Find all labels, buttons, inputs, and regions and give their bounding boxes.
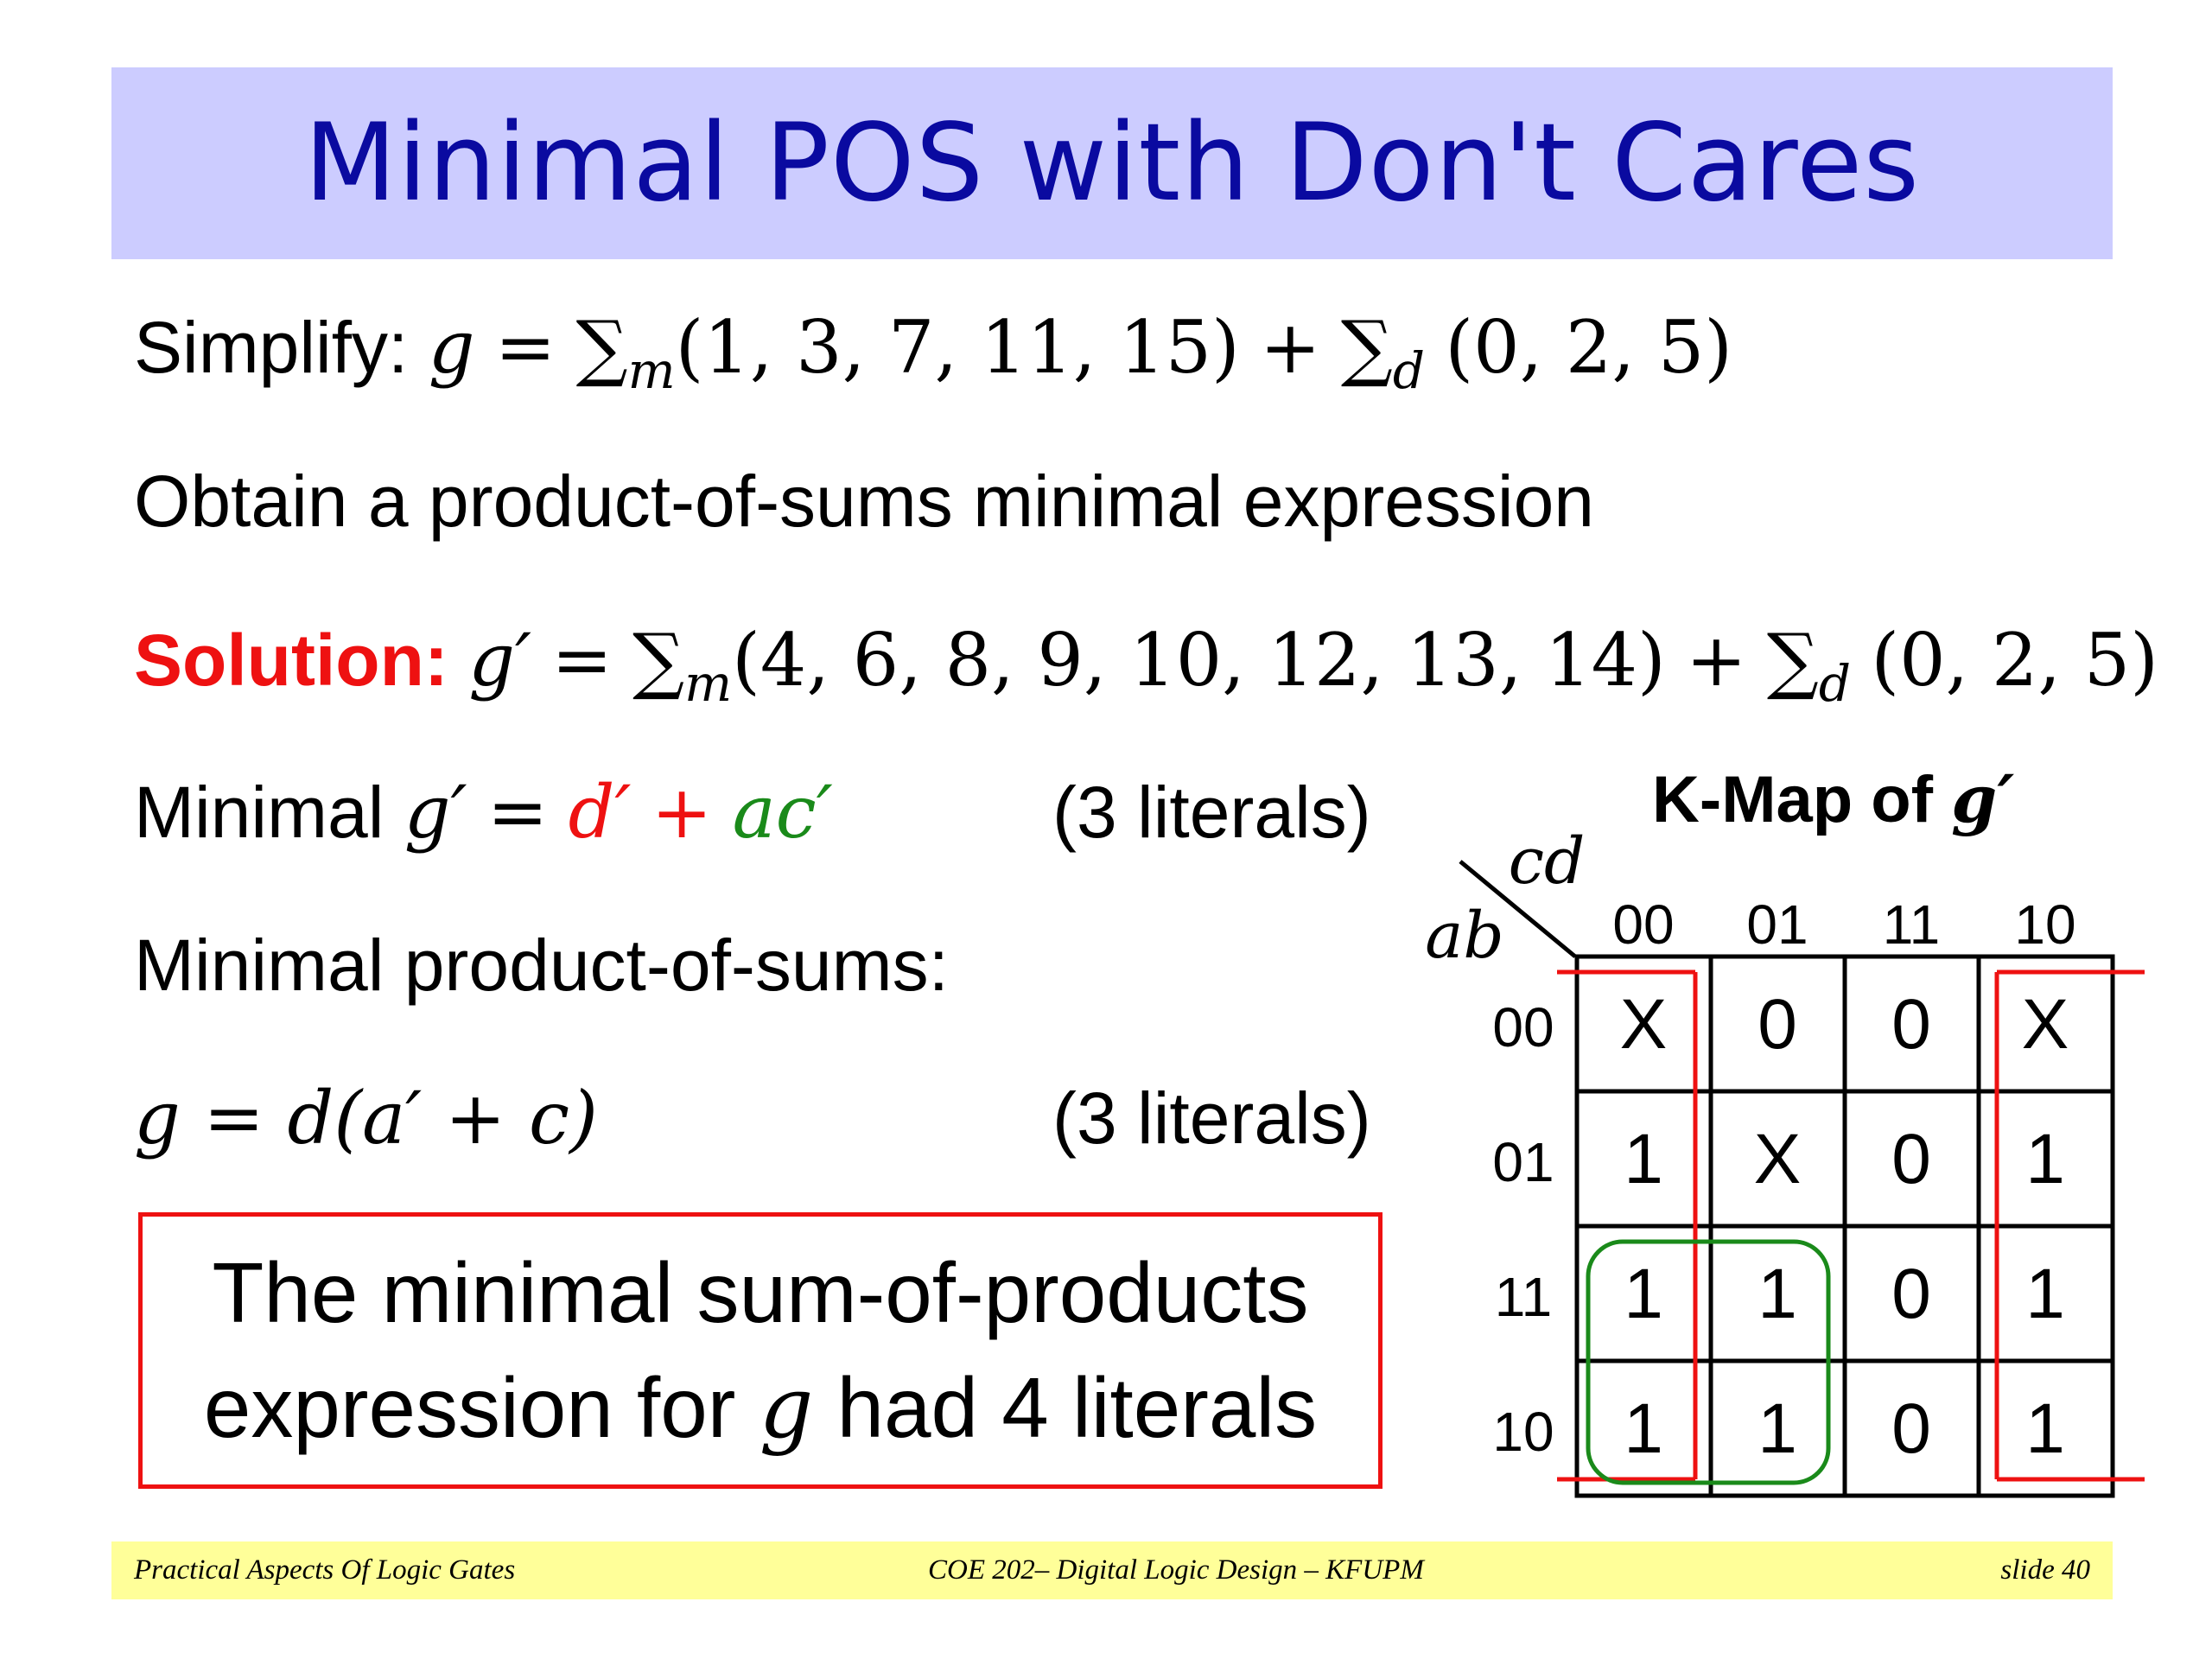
callout-line2-prefix: expression for	[203, 1359, 736, 1455]
kmap-cell: 0	[1891, 1255, 1931, 1333]
simplify-plus: +	[1260, 305, 1321, 390]
kmap-cell: 1	[2025, 1389, 2065, 1468]
simplify-sum-d: ∑	[1340, 305, 1393, 390]
kmap-diagonal	[1459, 860, 1577, 958]
minimal-label: Minimal	[134, 772, 385, 853]
simplify-sum-m: ∑	[575, 305, 628, 390]
simplify-sub-d: d	[1392, 340, 1426, 400]
footer-bar: Practical Aspects Of Logic Gates COE 202…	[111, 1541, 2113, 1599]
pos-heading: Minimal product-of-sums:	[134, 925, 949, 1006]
kmap-cell: 1	[1624, 1255, 1663, 1333]
kmap-title-var: g′	[1951, 760, 2015, 837]
kmap-title-prefix: K-Map of	[1652, 763, 1934, 836]
slide-title: Minimal POS with Don't Cares	[304, 101, 1920, 226]
callout-line2: expression for g had 4 literals	[204, 1363, 1317, 1453]
callout-line2-var: g	[759, 1358, 814, 1458]
solution-eq: =	[551, 618, 613, 702]
kmap-title: K-Map of g′	[1652, 760, 2014, 837]
instruction-text: Obtain a product-of-sums minimal express…	[134, 461, 1595, 542]
solution-minterms: (4, 6, 8, 9, 10, 12, 13, 14)	[732, 618, 1666, 702]
simplify-dontcares: (0, 2, 5)	[1445, 305, 1733, 390]
title-bar: Minimal POS with Don't Cares	[111, 67, 2113, 259]
callout-box: The minimal sum-of-products expression f…	[138, 1212, 1382, 1489]
kmap-cell: 1	[1758, 1255, 1797, 1333]
kmap-cell: 0	[1758, 985, 1797, 1064]
kmap-group-green	[1586, 1239, 1831, 1485]
solution-line: Solution: g′ = ∑m(4, 6, 8, 9, 10, 12, 13…	[134, 624, 2158, 709]
minimal-term2: ac′	[732, 770, 833, 855]
kmap-cell: X	[1754, 1120, 1802, 1198]
kmap-cell: 1	[1624, 1120, 1663, 1198]
solution-sub-d: d	[1818, 653, 1851, 713]
kmap-row-label: 11	[1495, 1266, 1552, 1328]
footer-left: Practical Aspects Of Logic Gates	[134, 1554, 516, 1586]
kmap-col-label: 01	[1746, 893, 1808, 956]
kmap-cells: X 0 0 X 1 X 0 1 1 1 0 1 1 1 0 1	[1620, 985, 2069, 1468]
solution-label: Solution:	[134, 620, 448, 701]
kmap-cell: 1	[1758, 1389, 1797, 1468]
kmap-cell: 1	[2025, 1120, 2065, 1198]
kmap-cell: 0	[1891, 985, 1931, 1064]
kmap-cell: X	[1620, 985, 1668, 1064]
kmap-cell: 1	[2025, 1255, 2065, 1333]
solution-sum-m: ∑	[632, 618, 685, 702]
simplify-sub-m: m	[627, 340, 676, 400]
simplify-label: Simplify:	[134, 307, 409, 388]
kmap-col-label: 11	[1883, 893, 1940, 956]
solution-sum-d: ∑	[1766, 618, 1819, 702]
kmap-col-var: cd	[1509, 824, 1586, 899]
solution-sub-m: m	[684, 653, 733, 713]
kmap-cell: 1	[1624, 1389, 1663, 1468]
kmap-col-label: 10	[2014, 893, 2075, 956]
kmap-row-label: 00	[1492, 996, 1554, 1058]
simplify-lhs: g	[428, 305, 475, 390]
kmap-row-label: 01	[1492, 1131, 1554, 1193]
footer-right: slide 40	[2000, 1554, 2090, 1586]
kmap-cell: 0	[1891, 1389, 1931, 1468]
minimal-gprime-line: Minimal g′ = d′ + ac′	[134, 776, 833, 849]
callout-line1: The minimal sum-of-products	[212, 1244, 1309, 1340]
kmap-col-label: 00	[1612, 893, 1674, 956]
simplify-line: Simplify: g = ∑m(1, 3, 7, 11, 15) + ∑d (…	[134, 311, 1732, 396]
minimal-lhs: g′	[404, 770, 467, 855]
kmap-row-label: 10	[1492, 1401, 1554, 1463]
pos-result-expr: g = d(a′ + c)	[134, 1076, 598, 1160]
kmap-cell: X	[2022, 985, 2069, 1064]
simplify-eq: =	[494, 305, 556, 390]
minimal-literals: (3 literals)	[1052, 772, 1371, 853]
solution-plus: +	[1686, 618, 1747, 702]
minimal-plus: +	[651, 770, 713, 855]
footer-center: COE 202– Digital Logic Design – KFUPM	[928, 1554, 1424, 1586]
minimal-term1: d′	[568, 770, 632, 855]
solution-lhs: g′	[468, 618, 532, 702]
kmap-group-red	[1557, 969, 2145, 1482]
minimal-eq: =	[486, 770, 549, 855]
pos-result-literals: (3 literals)	[1052, 1077, 1371, 1159]
kmap-cell: 0	[1891, 1120, 1931, 1198]
callout-line2-suffix: had 4 literals	[836, 1359, 1318, 1455]
simplify-minterms: (1, 3, 7, 11, 15)	[675, 305, 1240, 390]
solution-dontcares: (0, 2, 5)	[1871, 618, 2159, 702]
kmap-row-var: ab	[1425, 899, 1504, 973]
